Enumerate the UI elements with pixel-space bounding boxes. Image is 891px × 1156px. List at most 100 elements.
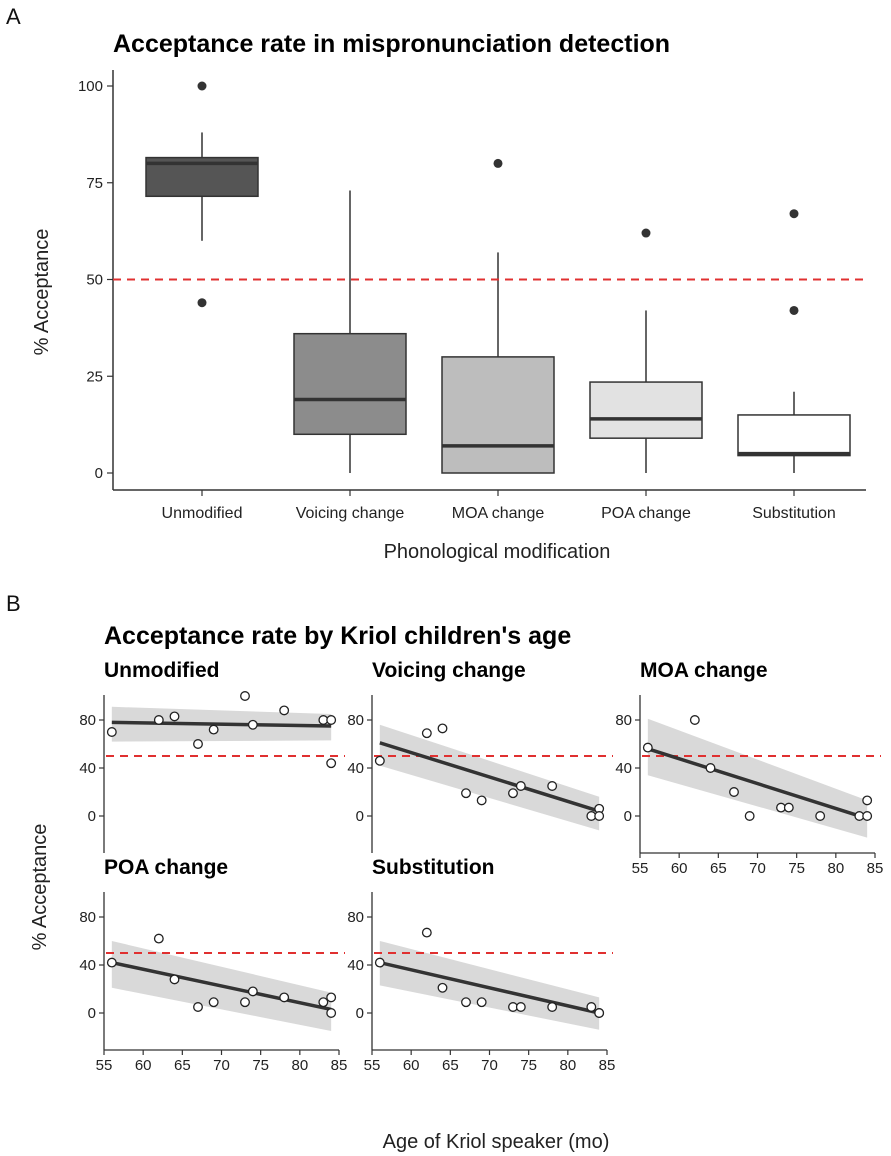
facet-title: Unmodified [104,659,220,682]
panel-b-title: Acceptance rate by Kriol children's age [104,622,571,650]
x-tick-label: 80 [291,1057,308,1074]
y-tick-label: 40 [79,957,96,974]
x-tick-label: 65 [174,1057,191,1074]
box-moa-change [441,158,555,474]
data-point [247,719,258,730]
panel-a-x-axis-title: Phonological modification [384,541,611,563]
y-tick-label: 0 [624,808,632,825]
outlier-point [789,305,799,315]
x-tick-label: 60 [135,1057,152,1074]
x-tick-label: MOA change [452,505,545,522]
y-tick-label: 0 [88,1005,96,1022]
data-point [783,802,794,813]
x-tick-label: 65 [710,860,727,877]
y-tick-label: 40 [615,760,632,777]
panel-b-y-axis-title: % Acceptance [29,824,51,951]
y-tick-label: 75 [86,175,103,192]
regression-line [111,960,332,1012]
data-point [208,724,219,735]
data-point [169,711,180,722]
x-tick-label: 85 [599,1057,616,1074]
regression-line [379,960,600,1015]
iqr-box [293,332,407,436]
data-point [279,992,290,1003]
regression-line [379,741,600,813]
data-point [326,715,337,725]
data-point [106,727,117,737]
x-tick-label: 55 [632,860,649,877]
y-tick-label: 0 [356,1005,364,1022]
x-tick-label: 70 [749,860,766,877]
box-poa-change [589,228,703,473]
y-tick-label: 0 [88,808,96,825]
data-point [247,986,258,997]
facet-title: Substitution [372,856,494,879]
data-point [508,788,518,799]
panel-a-plot: 0 25 50 75 100 Unmodified Voicing change MOA ch… [78,70,866,522]
data-point [153,715,164,725]
data-point [547,781,558,791]
y-tick-label: 25 [86,368,103,385]
x-tick-label: 75 [520,1057,537,1074]
y-tick-label: 100 [78,78,103,95]
data-point [326,992,337,1003]
data-point [594,1008,605,1018]
x-tick-label: 80 [827,860,844,877]
data-point [169,974,180,985]
x-tick-label: 75 [788,860,805,877]
data-point [193,739,203,749]
data-point [240,691,250,701]
y-tick-label: 80 [347,909,364,926]
data-point [153,933,164,944]
data-point [515,781,526,791]
y-tick-label: 0 [95,465,103,482]
y-tick-label: 40 [79,760,96,777]
facet-title: Voicing change [372,659,526,682]
confidence-band [647,718,868,838]
x-tick-label: 85 [867,860,884,877]
facet-title: MOA change [640,659,768,682]
facet-voicing-change: Voicing change 0 40 80 [347,659,613,853]
data-point [815,811,826,821]
x-tick-label: 60 [403,1057,420,1074]
y-tick-label: 80 [79,712,96,729]
outlier-point [197,298,207,308]
x-tick-label: 80 [559,1057,576,1074]
panel-a-y-axis-title: % Acceptance [31,229,53,356]
data-point [374,957,385,968]
outlier-point [493,158,503,168]
data-point [106,957,117,968]
data-point [476,795,487,806]
x-tick-label: Voicing change [296,505,405,522]
data-point [437,982,448,993]
y-tick-label: 0 [356,808,364,825]
x-tick-label: 60 [671,860,688,877]
iqr-box [441,356,555,474]
data-point [689,715,700,725]
regression-line [647,747,868,821]
x-tick-label: Unmodified [162,505,243,522]
data-point [862,811,873,821]
data-point [326,1008,337,1018]
data-point [586,1002,597,1012]
data-point [240,997,250,1008]
data-point [461,788,471,799]
data-point [705,763,716,773]
x-tick-label: Substitution [752,505,836,522]
iqr-box [589,381,703,439]
data-point [744,811,755,821]
facet-title: POA change [104,856,228,879]
outlier-point [789,209,799,219]
facet-poa-change: POA change 0 40 80 55 60 65 70 75 80 85 [79,856,347,1074]
x-tick-label: 85 [331,1057,348,1074]
regression-line [111,720,332,728]
panel-b-letter: B [6,591,21,616]
box-unmodified [145,81,259,308]
data-point [208,997,219,1008]
data-point [421,728,432,739]
y-tick-label: 80 [615,712,632,729]
data-point [326,758,337,769]
confidence-band [379,941,600,1030]
data-point [547,1002,558,1012]
